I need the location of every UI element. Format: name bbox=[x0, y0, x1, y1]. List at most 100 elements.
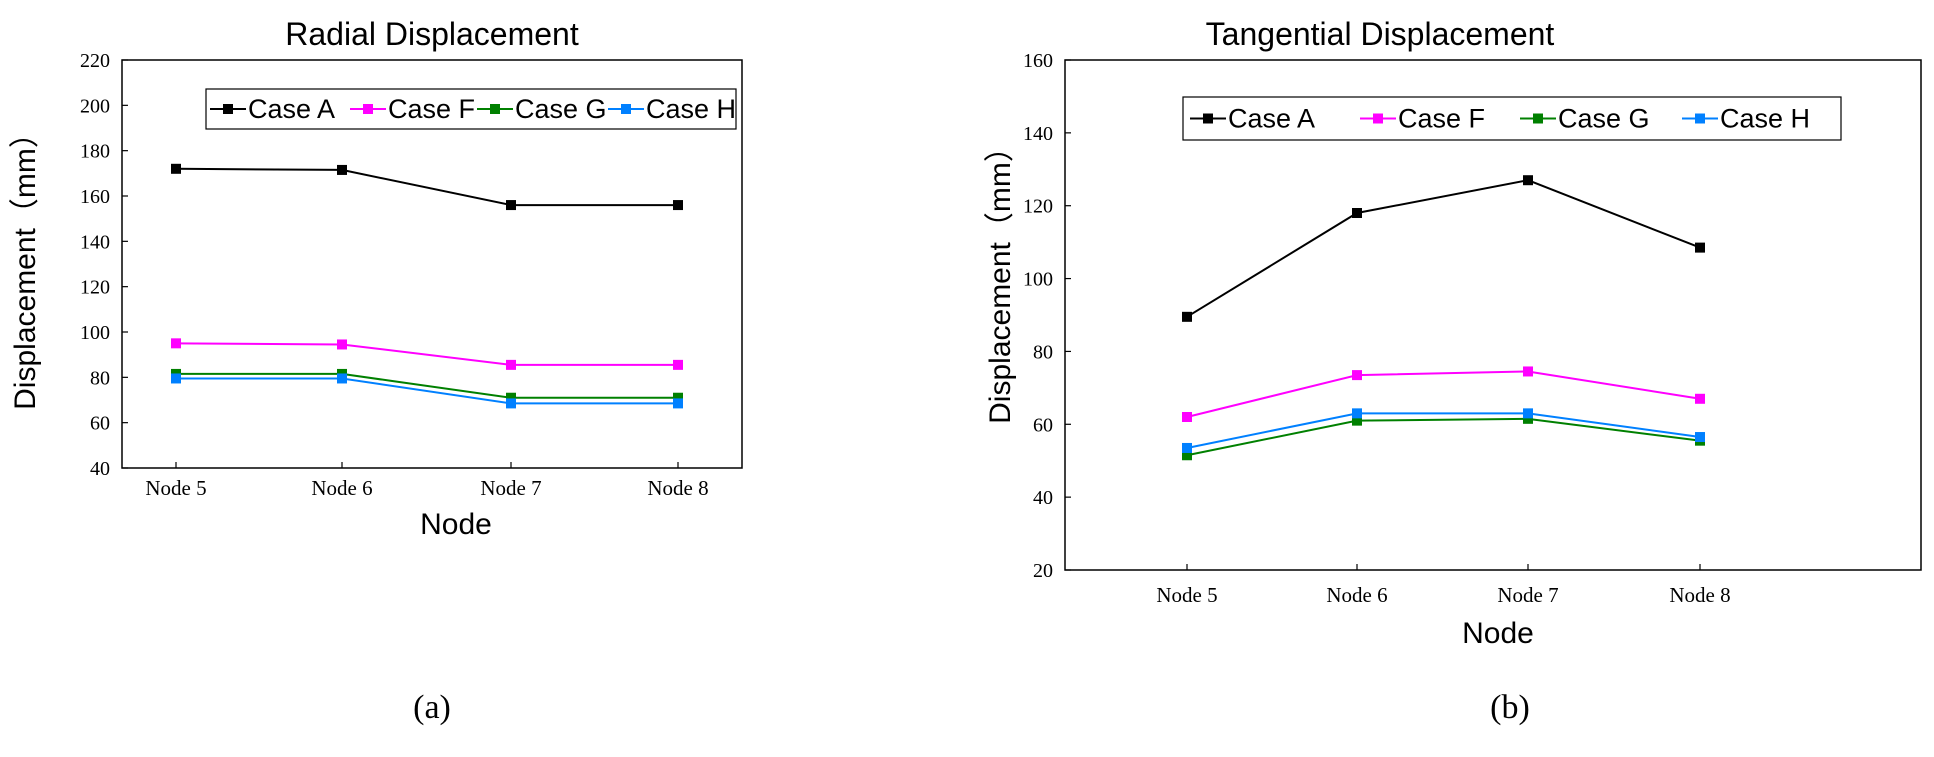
y-tick-label: 60 bbox=[1033, 414, 1053, 436]
chart-a-x-ticks: Node 5 Node 6 Node 7 Node 8 bbox=[145, 462, 709, 500]
data-point bbox=[673, 200, 683, 211]
data-point bbox=[171, 373, 181, 384]
y-tick-label: 220 bbox=[80, 50, 110, 72]
series-line-case-h bbox=[1186, 412, 1701, 449]
y-tick-label: 100 bbox=[80, 322, 110, 344]
data-point bbox=[1352, 415, 1362, 426]
chart-b-legend: Case A Case F Case G Case H bbox=[1182, 96, 1842, 141]
chart-b-sublabel: (b) bbox=[1490, 689, 1530, 726]
chart-b-title: Tangential Displacement bbox=[1206, 16, 1555, 52]
legend-label: Case A bbox=[248, 94, 335, 124]
legend-label: Case F bbox=[388, 94, 475, 124]
legend-swatch-marker bbox=[223, 104, 233, 114]
legend-swatch-marker bbox=[621, 104, 631, 114]
y-tick-label: 120 bbox=[80, 277, 110, 299]
data-point bbox=[171, 163, 181, 174]
data-point bbox=[673, 359, 683, 370]
x-tick-label: Node 8 bbox=[1669, 583, 1730, 607]
data-point bbox=[506, 398, 516, 409]
chart-b-legend-box bbox=[1182, 96, 1842, 141]
data-point bbox=[506, 392, 516, 403]
chart-a-title: Radial Displacement bbox=[285, 16, 579, 52]
y-tick-label: 100 bbox=[1023, 269, 1053, 291]
data-point bbox=[1182, 412, 1192, 422]
x-tick-label: Node 7 bbox=[1497, 583, 1558, 607]
legend-label: Case G bbox=[515, 94, 607, 124]
legend-label: Case G bbox=[1558, 104, 1650, 134]
y-tick-label: 60 bbox=[90, 413, 110, 435]
chart-a-plot-frame bbox=[121, 59, 743, 469]
chart-a-legend-box bbox=[205, 88, 737, 130]
data-point bbox=[673, 392, 683, 403]
data-point bbox=[1352, 408, 1362, 419]
data-point bbox=[1695, 242, 1705, 253]
data-point bbox=[171, 338, 181, 349]
chart-b-plot-frame-border bbox=[1064, 59, 1922, 571]
data-point bbox=[506, 200, 516, 211]
data-point bbox=[673, 398, 683, 409]
legend-label: Case A bbox=[1228, 104, 1315, 134]
y-tick-label: 140 bbox=[1023, 123, 1053, 145]
y-tick-label: 160 bbox=[1023, 50, 1053, 72]
chart-a-x-axis-label: Node bbox=[420, 508, 492, 541]
data-point bbox=[1523, 413, 1533, 424]
series-line-case-f bbox=[175, 342, 678, 366]
data-point bbox=[1523, 175, 1533, 186]
y-tick-label: 40 bbox=[1033, 487, 1053, 509]
chart-a-y-axis-label: Displacement（mm） bbox=[9, 118, 42, 410]
data-point bbox=[1182, 442, 1192, 453]
x-tick-label: Node 8 bbox=[647, 476, 708, 500]
chart-tangential: Tangential Displacement 20 40 60 80 100 120 14… bbox=[984, 16, 1922, 726]
x-tick-label: Node 6 bbox=[1326, 583, 1387, 607]
chart-b-series bbox=[1182, 175, 1705, 461]
series-line-case-g bbox=[176, 372, 678, 399]
chart-b-x-axis-label: Node bbox=[1462, 617, 1534, 650]
series-line-case-a bbox=[175, 167, 678, 207]
data-point bbox=[1352, 370, 1362, 381]
data-point bbox=[337, 164, 347, 175]
data-point bbox=[1352, 208, 1362, 218]
y-tick-label: 160 bbox=[80, 186, 110, 208]
legend-swatch-marker bbox=[490, 104, 500, 114]
y-tick-label: 200 bbox=[80, 95, 110, 117]
data-point bbox=[1182, 311, 1192, 322]
data-point bbox=[1695, 393, 1705, 404]
chart-a-series bbox=[171, 163, 683, 409]
data-point bbox=[1523, 408, 1533, 419]
legend-swatch-marker bbox=[1695, 113, 1705, 124]
x-tick-label: Node 7 bbox=[480, 476, 541, 500]
chart-b-y-ticks: 20 40 60 80 100 120 140 160 bbox=[1023, 50, 1071, 582]
legend-swatch-marker bbox=[1533, 113, 1543, 124]
x-tick-label: Node 5 bbox=[1156, 583, 1217, 607]
y-tick-label: 140 bbox=[80, 231, 110, 253]
chart-a-sublabel: (a) bbox=[413, 689, 451, 726]
legend-label: Case H bbox=[646, 94, 736, 124]
y-tick-label: 80 bbox=[90, 367, 110, 389]
data-point bbox=[1182, 450, 1192, 461]
chart-b-y-axis-label: Displacement（mm） bbox=[984, 132, 1017, 424]
chart-radial: Radial Displacement 40 60 80 100 120 140 160 18… bbox=[9, 16, 743, 726]
data-point bbox=[337, 339, 347, 350]
chart-a-y-ticks: 40 60 80 100 120 140 160 180 200 220 bbox=[80, 50, 128, 480]
series-line-case-a bbox=[1186, 179, 1701, 318]
data-point bbox=[506, 359, 516, 370]
data-point bbox=[337, 373, 347, 384]
chart-a-legend: Case A Case F Case G Case H bbox=[205, 88, 737, 130]
series-line-case-g bbox=[1186, 417, 1701, 457]
y-tick-label: 120 bbox=[1023, 196, 1053, 218]
x-tick-label: Node 5 bbox=[145, 476, 206, 500]
y-tick-label: 180 bbox=[80, 141, 110, 163]
legend-swatch-marker bbox=[1203, 113, 1213, 124]
legend-label: Case F bbox=[1398, 104, 1485, 134]
legend-label: Case H bbox=[1720, 104, 1810, 134]
chart-b-x-ticks: Node 5 Node 6 Node 7 Node 8 bbox=[1156, 564, 1731, 607]
y-tick-label: 80 bbox=[1033, 341, 1053, 363]
data-point bbox=[1523, 366, 1533, 377]
y-tick-label: 20 bbox=[1033, 560, 1053, 582]
series-line-case-f bbox=[1186, 370, 1701, 418]
legend-swatch-marker bbox=[1373, 113, 1383, 124]
y-tick-label: 40 bbox=[90, 458, 110, 480]
series-line-case-h bbox=[176, 377, 678, 405]
x-tick-label: Node 6 bbox=[311, 476, 372, 500]
